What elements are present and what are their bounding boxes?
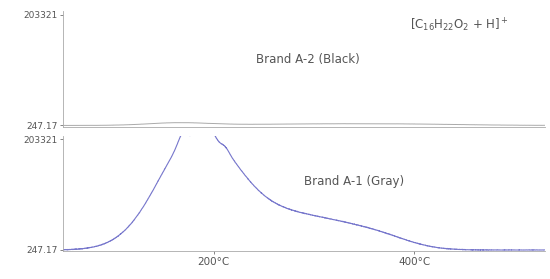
Text: Brand A-2 (Black): Brand A-2 (Black) — [256, 53, 360, 66]
Text: [C$_{16}$H$_{22}$O$_{2}$ + H]$^+$: [C$_{16}$H$_{22}$O$_{2}$ + H]$^+$ — [410, 17, 509, 34]
Text: Brand A-1 (Gray): Brand A-1 (Gray) — [304, 175, 404, 188]
